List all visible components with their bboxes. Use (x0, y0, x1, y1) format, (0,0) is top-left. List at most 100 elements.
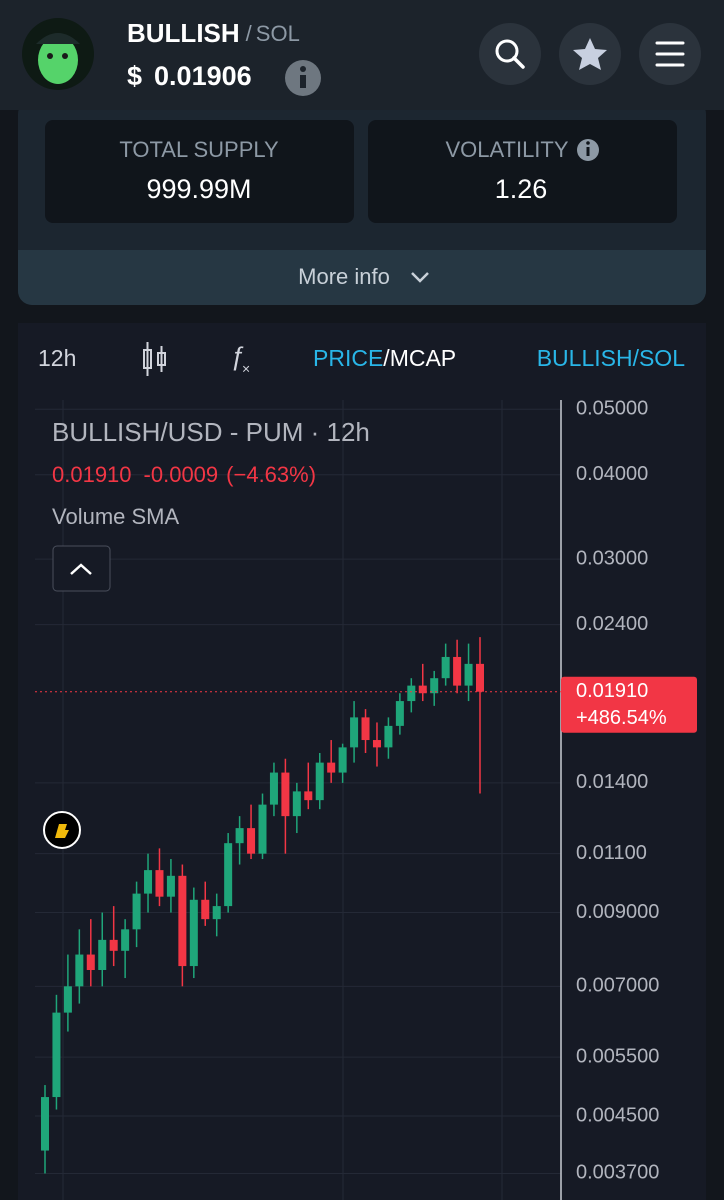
chevron-up (70, 563, 92, 575)
candle-body (372, 740, 381, 748)
y-tick-label: 0.03000 (576, 547, 648, 569)
candle-body (212, 906, 221, 920)
toggle-separator: / (383, 345, 390, 371)
candle-body (258, 804, 267, 854)
candle-body (109, 939, 118, 951)
candle-body (395, 701, 404, 726)
stat-label: VOLATILITY (445, 137, 568, 162)
y-tick-label: 0.004500 (576, 1104, 659, 1126)
chart-title: BULLISH/USD - PUM · 12h (52, 417, 370, 447)
candle-body (155, 870, 164, 897)
candle-body (418, 685, 427, 694)
candle-body (178, 875, 187, 967)
grid (35, 400, 561, 1200)
y-tick-label: 0.009000 (576, 901, 659, 923)
more-info[interactable]: More info (298, 264, 390, 289)
indicator-icon[interactable]: ƒ (230, 341, 244, 371)
candle-body (327, 762, 336, 773)
candle-body (384, 725, 393, 748)
stat-value: 999.99M (146, 174, 251, 204)
stat-value: 1.26 (495, 174, 548, 204)
candle-body (464, 663, 473, 686)
avatar-hat (36, 33, 80, 44)
price-toggle[interactable]: PRICE (313, 345, 383, 371)
candle-body (63, 986, 72, 1013)
indicator-label: Volume SMA (52, 504, 179, 529)
avatar-face (38, 36, 78, 84)
plot-area (35, 400, 706, 1200)
price-line: $0.01906 (127, 61, 252, 91)
avatar-eye (62, 53, 68, 59)
chevron-down (411, 272, 429, 283)
candles (40, 637, 485, 1174)
y-tick-label: 0.003700 (576, 1162, 659, 1184)
candle-body (361, 717, 370, 741)
y-tick-label: 0.02400 (576, 613, 648, 635)
avatar-eye (47, 53, 53, 59)
search-icon (495, 39, 519, 63)
stat-label: TOTAL SUPPLY (119, 137, 279, 162)
candle-body (338, 747, 347, 773)
candle-body (315, 762, 324, 801)
price-mcap-toggle[interactable]: PRICE/MCAP (313, 345, 456, 371)
currency: $ (127, 61, 142, 91)
candle-body (292, 791, 301, 817)
candle-body (121, 929, 130, 951)
interval[interactable]: 12h (38, 345, 76, 371)
candle-body (304, 791, 313, 801)
search-button[interactable] (479, 23, 541, 85)
last-price-label: 0.01910 (576, 680, 648, 702)
alert-icon (55, 824, 69, 838)
candle-body (86, 954, 95, 971)
candle-body (132, 893, 141, 930)
more-info-bar[interactable] (18, 250, 706, 305)
search-icon (512, 56, 525, 69)
price-axis: 0.05000 0.04000 0.03000 0.02400 0.01400 0.011… (576, 398, 659, 1184)
collapse-button[interactable] (52, 545, 111, 592)
stat-card (45, 120, 354, 223)
star-icon (573, 38, 607, 70)
candle-body (247, 828, 256, 854)
legend-price: 0.01910 (52, 462, 132, 487)
pair-name: SOL (256, 21, 300, 46)
candle-body (144, 870, 153, 894)
legend-values: 0.01910 -0.0009 (−4.63%) (52, 462, 316, 487)
candle-body (166, 875, 175, 897)
candle-body (201, 899, 210, 920)
y-tick-label: 0.01400 (576, 771, 648, 793)
candle-body (281, 772, 290, 817)
last-price-box (561, 676, 697, 733)
token-name: BULLISH (127, 18, 240, 48)
pair-separator: / (246, 21, 253, 46)
candle-body (441, 656, 450, 679)
candle-icon[interactable] (143, 342, 166, 376)
candle-body (75, 954, 84, 987)
info-icon-glyph (586, 147, 590, 156)
candle-body (453, 656, 462, 686)
candle-body (189, 899, 198, 967)
info-icon-glyph (300, 66, 306, 72)
legend-percent: (−4.63%) (226, 462, 316, 487)
candle-body (350, 717, 359, 748)
stat-card (368, 120, 677, 223)
y-tick-label: 0.05000 (576, 398, 648, 420)
price: 0.01906 (154, 61, 252, 91)
y-tick-label: 0.007000 (576, 975, 659, 997)
legend-change: -0.0009 (144, 462, 219, 487)
last-change-label: +486.54% (576, 707, 667, 729)
y-tick-label: 0.01100 (576, 842, 647, 864)
candle-body (224, 843, 233, 907)
candle-body (40, 1097, 50, 1151)
candle-body (98, 939, 107, 971)
pair-toggle[interactable]: BULLISH/SOL (537, 345, 685, 371)
y-tick-label: 0.04000 (576, 463, 648, 485)
candle-body (269, 772, 278, 805)
indicator-icon: × (242, 361, 250, 377)
candle-body (52, 1012, 61, 1098)
token-header: BULLISH / SOL (127, 18, 300, 48)
mcap-toggle[interactable]: MCAP (390, 345, 456, 371)
info-icon-glyph (586, 141, 590, 145)
candle-body (430, 678, 439, 694)
